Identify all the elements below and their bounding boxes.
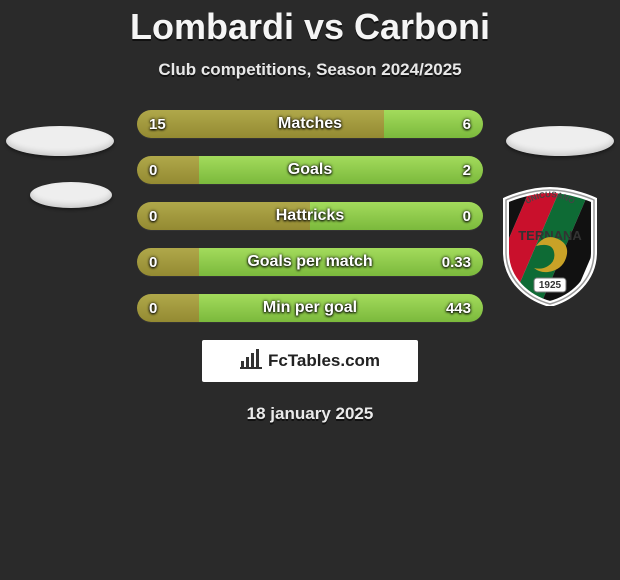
club-crest-right: UNICUSANO TERNANA 1925 [500,186,600,306]
site-badge-text: FcTables.com [268,351,380,371]
crest-year: 1925 [539,280,562,291]
site-badge[interactable]: FcTables.com [202,340,418,382]
bar-left-value: 0 [137,248,169,276]
bar-right-value: 2 [451,156,483,184]
bar-left-value: 0 [137,202,169,230]
bar-right-value: 0 [451,202,483,230]
stat-bar-row: 0443Min per goal [137,294,483,322]
date-label: 18 january 2025 [0,404,620,424]
page-title: Lombardi vs Carboni [0,6,620,48]
subtitle: Club competitions, Season 2024/2025 [0,60,620,80]
bar-chart-icon [240,349,262,374]
bar-right-value: 443 [434,294,483,322]
stat-bar-row: 02Goals [137,156,483,184]
stat-bar-row: 00.33Goals per match [137,248,483,276]
bar-right-segment [199,156,483,184]
decorative-oval [6,126,114,156]
decorative-oval [30,182,112,208]
bar-right-value: 0.33 [430,248,483,276]
bar-right-value: 6 [451,110,483,138]
ternana-crest-icon: UNICUSANO TERNANA 1925 [500,186,600,306]
stat-bar-row: 00Hattricks [137,202,483,230]
bar-left-value: 0 [137,156,169,184]
stat-bar-row: 156Matches [137,110,483,138]
decorative-oval [506,126,614,156]
bar-left-value: 0 [137,294,169,322]
bar-left-value: 15 [137,110,178,138]
